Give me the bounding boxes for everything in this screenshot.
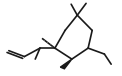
- Polygon shape: [60, 59, 72, 69]
